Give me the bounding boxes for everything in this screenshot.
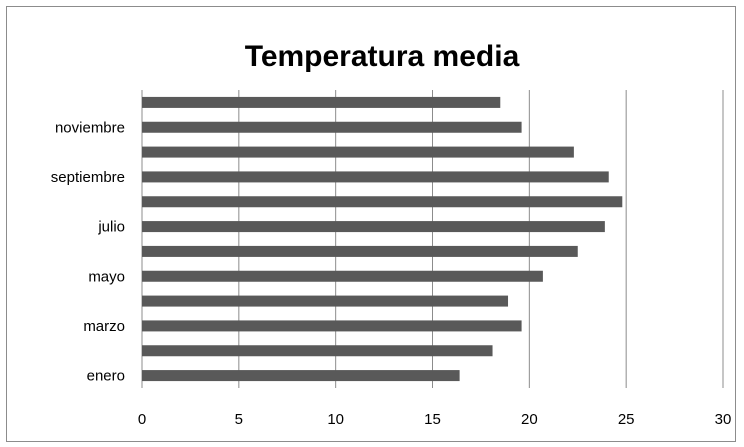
y-tick-label: enero bbox=[87, 368, 125, 385]
bar-agosto bbox=[142, 196, 623, 208]
bar-mayo bbox=[142, 270, 543, 282]
x-tick-layer: 0 5 10 15 20 25 30 bbox=[138, 411, 732, 428]
bar-febrero bbox=[142, 345, 493, 357]
bar-abril bbox=[142, 295, 509, 307]
y-tick-label: mayo bbox=[88, 268, 125, 285]
x-tick-label: 10 bbox=[327, 411, 344, 428]
y-tick-layer: enero marzo mayo julio septiembre noviembre bbox=[51, 119, 125, 384]
y-tick-label: marzo bbox=[83, 318, 125, 335]
x-tick-label: 25 bbox=[618, 411, 635, 428]
y-tick-label: noviembre bbox=[55, 119, 125, 136]
x-tick-label: 5 bbox=[235, 411, 243, 428]
x-tick-label: 15 bbox=[424, 411, 441, 428]
x-tick-label: 0 bbox=[138, 411, 146, 428]
bar-noviembre bbox=[142, 121, 522, 133]
x-tick-label: 20 bbox=[521, 411, 538, 428]
bar-junio bbox=[142, 245, 578, 257]
bar-diciembre bbox=[142, 96, 501, 108]
bar-julio bbox=[142, 221, 605, 233]
bar-marzo bbox=[142, 320, 522, 332]
bar-enero bbox=[142, 370, 460, 382]
y-tick-label: septiembre bbox=[51, 169, 125, 186]
x-tick-label: 30 bbox=[715, 411, 732, 428]
bar-septiembre bbox=[142, 171, 609, 183]
grid-layer bbox=[141, 90, 724, 388]
bar-layer bbox=[142, 96, 623, 382]
y-tick-label: julio bbox=[97, 219, 125, 236]
chart-title: Temperatura media bbox=[245, 40, 520, 73]
bar-octubre bbox=[142, 146, 574, 158]
